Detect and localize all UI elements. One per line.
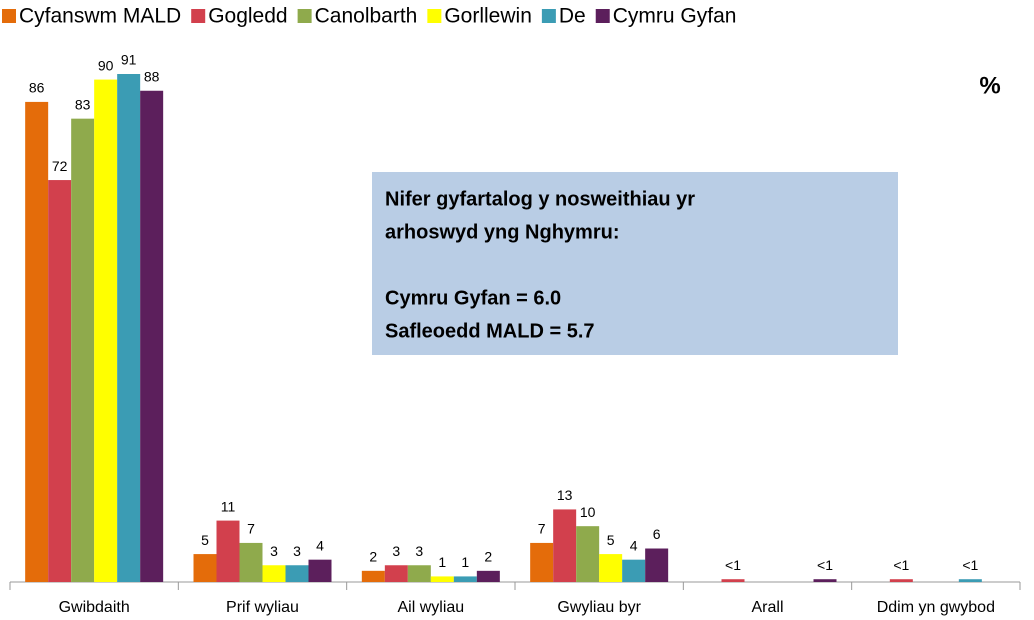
bar <box>813 579 837 582</box>
data-label: 88 <box>144 68 160 84</box>
bar <box>453 576 477 582</box>
bar <box>721 579 745 582</box>
bar <box>645 548 669 582</box>
bar <box>140 90 164 582</box>
data-label: 10 <box>580 504 596 520</box>
data-label: 3 <box>270 543 278 559</box>
x-tick-label: Ddim yn gwybod <box>877 599 995 616</box>
legend-swatch <box>427 9 442 23</box>
bar <box>193 554 217 582</box>
legend-swatch <box>191 9 206 23</box>
legend-swatch <box>541 9 556 23</box>
data-label: 11 <box>221 498 236 514</box>
data-label: <1 <box>893 557 909 573</box>
bar <box>71 118 95 583</box>
annotation-text: Safleoedd MALD = 5.7 <box>385 320 595 342</box>
bar <box>599 554 623 582</box>
bar <box>958 579 982 582</box>
bar <box>476 570 500 582</box>
bar <box>262 565 286 582</box>
bar <box>216 520 240 582</box>
bar <box>239 542 263 582</box>
bar <box>285 565 309 582</box>
bar <box>361 570 385 582</box>
data-label: 7 <box>247 521 255 537</box>
annotation-text: Nifer gyfartalog y nosweithiau yr <box>385 188 695 210</box>
x-tick-label: Arall <box>751 599 783 616</box>
data-label: 5 <box>201 532 209 548</box>
bar <box>622 559 646 582</box>
x-tick-label: Prif wyliau <box>226 599 299 616</box>
unit-label: % <box>979 72 1000 99</box>
x-tick-label: Ail wyliau <box>397 599 464 616</box>
data-label: 4 <box>316 537 324 553</box>
legend-label: Cyfanswm MALD <box>19 5 181 28</box>
bar <box>530 542 554 582</box>
bar <box>384 565 408 582</box>
legend-swatch <box>595 9 610 23</box>
legend-label: Gorllewin <box>444 5 532 28</box>
bar <box>553 509 577 582</box>
data-label: 2 <box>369 549 377 565</box>
legend-label: Gogledd <box>208 5 287 28</box>
data-label: 7 <box>538 521 546 537</box>
data-label: 86 <box>29 80 45 96</box>
data-label: 3 <box>415 543 423 559</box>
legend-label: De <box>559 5 586 28</box>
data-label: 3 <box>392 543 400 559</box>
data-label: <1 <box>962 557 978 573</box>
data-label: 5 <box>607 532 615 548</box>
bar <box>889 579 913 582</box>
x-tick-label: Gwibdaith <box>59 599 130 616</box>
legend-label: Cymru Gyfan <box>613 5 737 28</box>
annotation-text: arhoswyd yng Nghymru: <box>385 221 619 243</box>
bar <box>430 576 454 582</box>
x-tick-label: Gwyliau byr <box>557 599 641 616</box>
legend-swatch <box>297 9 312 23</box>
data-label: 2 <box>484 549 492 565</box>
bar <box>48 180 72 583</box>
data-label: 6 <box>653 526 661 542</box>
bar <box>576 526 600 582</box>
data-label: 83 <box>75 96 91 112</box>
bar <box>25 101 49 583</box>
data-label: 3 <box>293 543 301 559</box>
bar <box>308 559 332 582</box>
data-label: 4 <box>630 537 638 553</box>
data-label: 91 <box>121 52 137 68</box>
annotation-text: Cymru Gyfan = 6.0 <box>385 287 561 309</box>
bar <box>117 74 141 582</box>
data-label: 1 <box>461 554 469 570</box>
bar <box>94 79 118 582</box>
data-label: <1 <box>725 557 741 573</box>
legend-label: Canolbarth <box>315 5 418 28</box>
data-label: 72 <box>52 158 68 174</box>
legend-swatch <box>2 9 16 23</box>
data-label: <1 <box>817 557 833 573</box>
data-label: 13 <box>557 487 573 503</box>
bar <box>407 565 431 582</box>
annotation-box <box>372 172 898 355</box>
data-label: 1 <box>438 554 446 570</box>
data-label: 90 <box>98 57 114 73</box>
